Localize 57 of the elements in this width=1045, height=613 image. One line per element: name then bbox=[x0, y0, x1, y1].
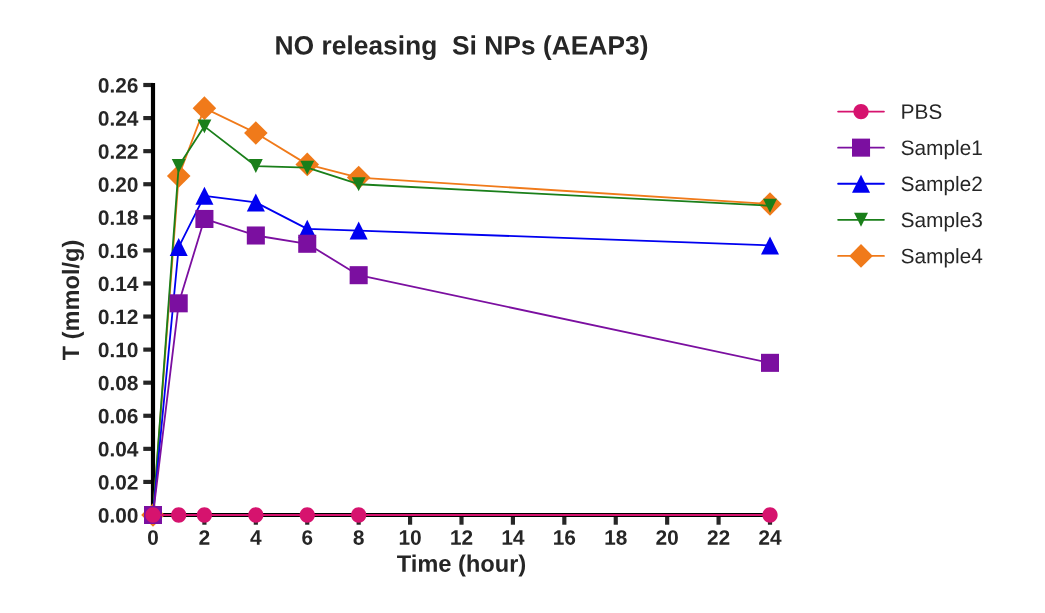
y-tick-label: 0.08 bbox=[98, 375, 138, 391]
point bbox=[197, 119, 212, 134]
y-tick-label: 0.12 bbox=[98, 309, 138, 325]
point bbox=[349, 221, 368, 240]
point bbox=[196, 507, 213, 523]
point bbox=[760, 353, 780, 372]
legend-label: Sample1 bbox=[901, 139, 982, 160]
point bbox=[169, 294, 188, 313]
x-tick-label: 10 bbox=[399, 530, 421, 545]
x-tick-label: 12 bbox=[451, 530, 473, 545]
point bbox=[760, 236, 780, 255]
point bbox=[169, 238, 188, 257]
point bbox=[246, 226, 265, 245]
point bbox=[248, 159, 263, 173]
point bbox=[299, 507, 315, 523]
chart-title: NO releasing Si NPs (AEAP3) bbox=[276, 35, 648, 61]
x-tick-label: 8 bbox=[353, 530, 364, 545]
y-tick-label: 0.22 bbox=[98, 144, 138, 159]
x-tick-label: 6 bbox=[302, 530, 313, 545]
y-tick-label: 0.20 bbox=[98, 177, 138, 192]
x-tick-label: 0 bbox=[148, 530, 158, 545]
point bbox=[171, 159, 186, 173]
x-tick-label: 24 bbox=[759, 530, 782, 545]
point bbox=[248, 507, 264, 523]
point bbox=[192, 96, 217, 120]
x-axis-title: Time (hour) bbox=[397, 554, 526, 577]
point bbox=[351, 507, 367, 523]
x-tick-label: 2 bbox=[199, 530, 210, 545]
y-tick-label: 0.02 bbox=[98, 474, 138, 490]
point bbox=[171, 507, 187, 523]
point bbox=[195, 186, 214, 205]
legend-label: Sample3 bbox=[901, 212, 982, 232]
point bbox=[298, 234, 317, 253]
y-tick-label: 0.00 bbox=[98, 508, 138, 523]
x-tick-label: 4 bbox=[250, 530, 262, 545]
x-tick-label: 16 bbox=[554, 530, 576, 545]
legend-label: PBS bbox=[902, 104, 942, 120]
y-tick-label: 0.26 bbox=[98, 78, 138, 93]
point bbox=[349, 266, 368, 285]
y-tick-label: 0.16 bbox=[98, 243, 138, 259]
y-tick-label: 0.14 bbox=[98, 276, 139, 292]
y-tick-label: 0.18 bbox=[98, 210, 138, 226]
point bbox=[244, 121, 268, 145]
point bbox=[246, 193, 265, 212]
y-tick-label: 0.06 bbox=[98, 408, 138, 424]
y-tick-label: 0.10 bbox=[98, 342, 138, 358]
point bbox=[762, 507, 778, 523]
x-tick-label: 22 bbox=[707, 530, 730, 545]
y-tick-label: 0.04 bbox=[98, 441, 139, 457]
x-tick-label: 18 bbox=[605, 530, 627, 545]
legend-label: Sample2 bbox=[901, 175, 982, 196]
point bbox=[195, 209, 214, 228]
y-axis-title: T (mmol/g) bbox=[61, 240, 84, 361]
x-tick-label: 20 bbox=[656, 530, 678, 545]
x-tick-label: 14 bbox=[502, 530, 525, 545]
legend-label: Sample4 bbox=[901, 248, 983, 268]
y-tick-label: 0.24 bbox=[98, 111, 139, 126]
